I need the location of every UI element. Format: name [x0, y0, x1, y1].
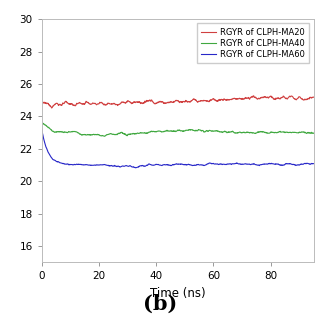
RGYR of CLPH-MA20	[252, 95, 256, 99]
RGYR of CLPH-MA40	[252, 131, 256, 135]
RGYR of CLPH-MA40	[68, 130, 71, 134]
RGYR of CLPH-MA40	[227, 130, 231, 134]
RGYR of CLPH-MA20	[312, 95, 316, 99]
RGYR of CLPH-MA40	[160, 130, 164, 134]
Line: RGYR of CLPH-MA60: RGYR of CLPH-MA60	[42, 129, 314, 168]
RGYR of CLPH-MA40	[312, 131, 316, 135]
X-axis label: Time (ns): Time (ns)	[150, 287, 205, 300]
Line: RGYR of CLPH-MA40: RGYR of CLPH-MA40	[42, 121, 314, 136]
RGYR of CLPH-MA40	[150, 130, 154, 133]
RGYR of CLPH-MA60	[68, 163, 71, 167]
RGYR of CLPH-MA20	[40, 101, 44, 105]
RGYR of CLPH-MA60	[160, 164, 164, 167]
RGYR of CLPH-MA40	[102, 134, 106, 138]
RGYR of CLPH-MA60	[134, 166, 138, 170]
RGYR of CLPH-MA60	[150, 163, 154, 167]
Legend: RGYR of CLPH-MA20, RGYR of CLPH-MA40, RGYR of CLPH-MA60: RGYR of CLPH-MA20, RGYR of CLPH-MA40, RG…	[197, 23, 309, 63]
RGYR of CLPH-MA20	[150, 99, 154, 102]
RGYR of CLPH-MA60	[257, 163, 261, 167]
RGYR of CLPH-MA60	[227, 162, 231, 166]
RGYR of CLPH-MA20	[257, 96, 261, 100]
RGYR of CLPH-MA40	[257, 131, 261, 134]
RGYR of CLPH-MA20	[50, 106, 53, 110]
RGYR of CLPH-MA20	[252, 94, 256, 98]
RGYR of CLPH-MA60	[312, 162, 316, 165]
RGYR of CLPH-MA20	[68, 102, 72, 106]
Text: (b): (b)	[143, 294, 177, 314]
RGYR of CLPH-MA20	[227, 98, 231, 101]
RGYR of CLPH-MA60	[40, 127, 44, 131]
RGYR of CLPH-MA60	[252, 162, 256, 165]
RGYR of CLPH-MA40	[40, 119, 44, 123]
Line: RGYR of CLPH-MA20: RGYR of CLPH-MA20	[42, 96, 314, 108]
RGYR of CLPH-MA20	[160, 100, 164, 104]
